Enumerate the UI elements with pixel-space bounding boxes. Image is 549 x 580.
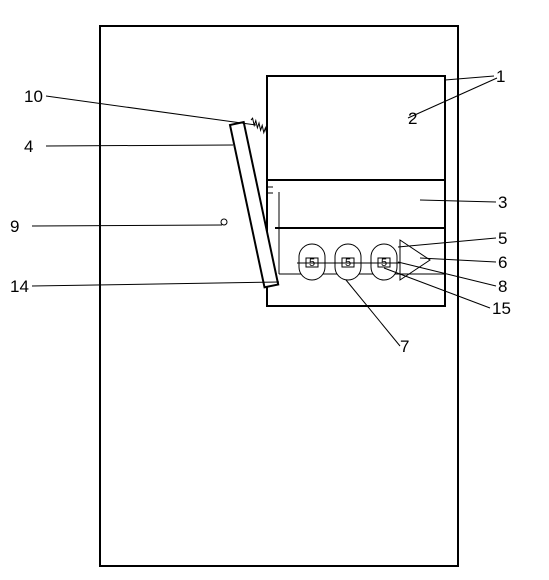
engineering-diagram: 555 [0, 0, 549, 580]
callout-label-8: 8 [498, 278, 507, 295]
callout-label-14: 14 [10, 278, 29, 295]
callout-label-7: 7 [400, 338, 409, 355]
callout-label-9: 9 [10, 218, 19, 235]
callout-label-4: 4 [24, 138, 33, 155]
callout-label-1: 1 [496, 68, 505, 85]
callout-label-6: 6 [498, 254, 507, 271]
callout-label-10: 10 [24, 88, 43, 105]
callout-label-5: 5 [498, 230, 507, 247]
callout-label-15: 15 [492, 300, 511, 317]
callout-label-3: 3 [498, 194, 507, 211]
callout-label-2: 2 [408, 110, 417, 127]
